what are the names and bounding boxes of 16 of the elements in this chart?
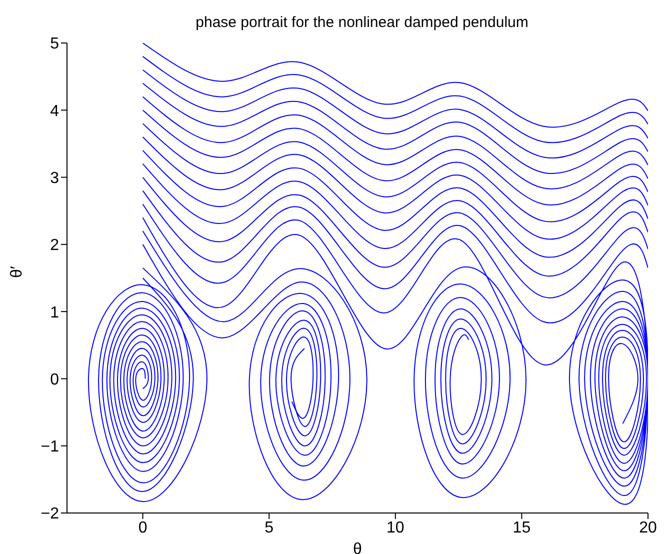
x-tick-label: 15 [512,519,531,536]
x-axis-title: θ [353,541,362,554]
y-tick-label: −1 [40,438,60,456]
y-tick-label: 0 [50,371,60,388]
y-tick-label: 3 [50,170,60,187]
y-tick-label: 1 [50,304,60,322]
chart-title: phase portrait for the nonlinear damped pendulum [194,14,530,31]
y-tick-label: 2 [50,237,60,254]
y-tick-label: −2 [40,506,60,523]
x-tick-label: 0 [138,519,148,536]
y-tick-label: 4 [50,102,60,120]
y-tick-label: 5 [50,36,60,53]
y-axis-title: θ′ [8,266,26,278]
x-tick-label: 10 [386,519,404,536]
x-tick-label: 5 [264,519,274,536]
x-tick-label: 20 [639,519,657,536]
